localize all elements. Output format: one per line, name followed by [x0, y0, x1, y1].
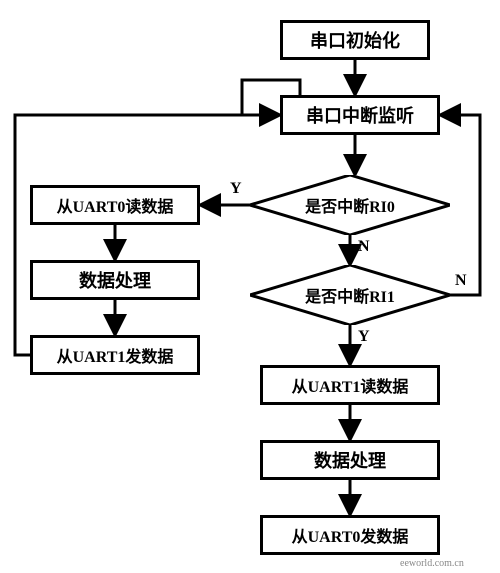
node-send1: 从UART1发数据 [30, 335, 200, 375]
node-label: 从UART0发数据 [292, 523, 409, 547]
node-proc1: 数据处理 [260, 440, 440, 480]
node-label: 是否中断RI1 [250, 265, 450, 325]
branch-label-n_ri0: N [358, 238, 370, 256]
node-label: 串口初始化 [310, 27, 400, 53]
node-label: 串口中断监听 [306, 102, 414, 128]
node-label: 从UART1发数据 [57, 343, 174, 367]
flowchart-canvas: 串口初始化串口中断监听是否中断RI0是否中断RI1从UART0读数据数据处理从U… [0, 0, 500, 573]
node-send0: 从UART0发数据 [260, 515, 440, 555]
node-listen: 串口中断监听 [280, 95, 440, 135]
node-init: 串口初始化 [280, 20, 430, 60]
node-read1: 从UART1读数据 [260, 365, 440, 405]
node-label: 是否中断RI0 [250, 175, 450, 235]
node-label: 数据处理 [79, 267, 151, 293]
branch-label-n_ri1: N [455, 272, 467, 290]
node-d_ri0: 是否中断RI0 [250, 175, 450, 235]
node-label: 从UART1读数据 [292, 373, 409, 397]
node-d_ri1: 是否中断RI1 [250, 265, 450, 325]
node-label: 数据处理 [314, 447, 386, 473]
branch-label-y_ri1: Y [358, 328, 370, 346]
node-read0: 从UART0读数据 [30, 185, 200, 225]
edge [15, 115, 280, 355]
node-proc0: 数据处理 [30, 260, 200, 300]
branch-label-y_ri0: Y [230, 180, 242, 198]
watermark: eeworld.com.cn [400, 558, 464, 569]
node-label: 从UART0读数据 [57, 193, 174, 217]
